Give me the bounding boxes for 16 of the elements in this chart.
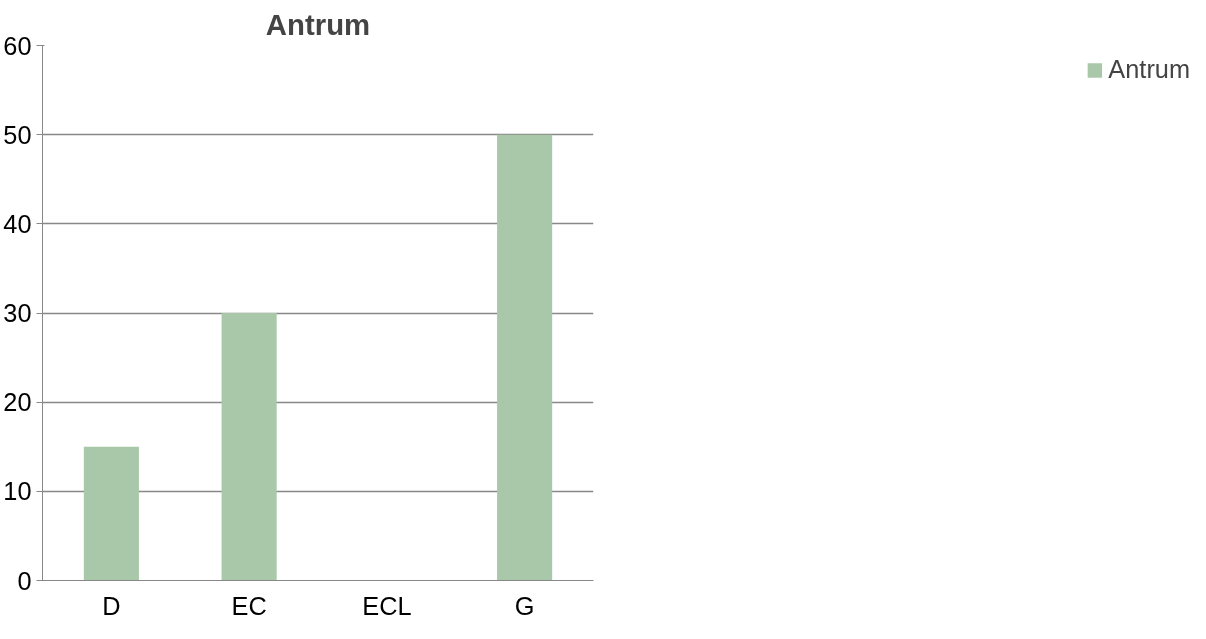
legend-label: Antrum bbox=[1108, 55, 1190, 84]
y-tick-label: 20 bbox=[3, 388, 32, 417]
y-tick-label: 0 bbox=[17, 566, 32, 595]
y-tick-label: 60 bbox=[3, 31, 32, 60]
bar bbox=[497, 134, 553, 581]
bar bbox=[221, 313, 277, 581]
x-tick-label: ECL bbox=[362, 591, 412, 620]
x-tick-label: EC bbox=[231, 591, 267, 620]
y-tick-label: 50 bbox=[3, 120, 32, 149]
bar bbox=[83, 446, 139, 581]
x-tick-label: D bbox=[102, 591, 121, 620]
x-tick-label: G bbox=[514, 591, 535, 620]
y-tick-label: 10 bbox=[3, 477, 32, 506]
y-tick-label: 30 bbox=[3, 299, 32, 327]
chart-title: Antrum bbox=[265, 7, 371, 41]
y-tick-label: 40 bbox=[3, 209, 32, 238]
